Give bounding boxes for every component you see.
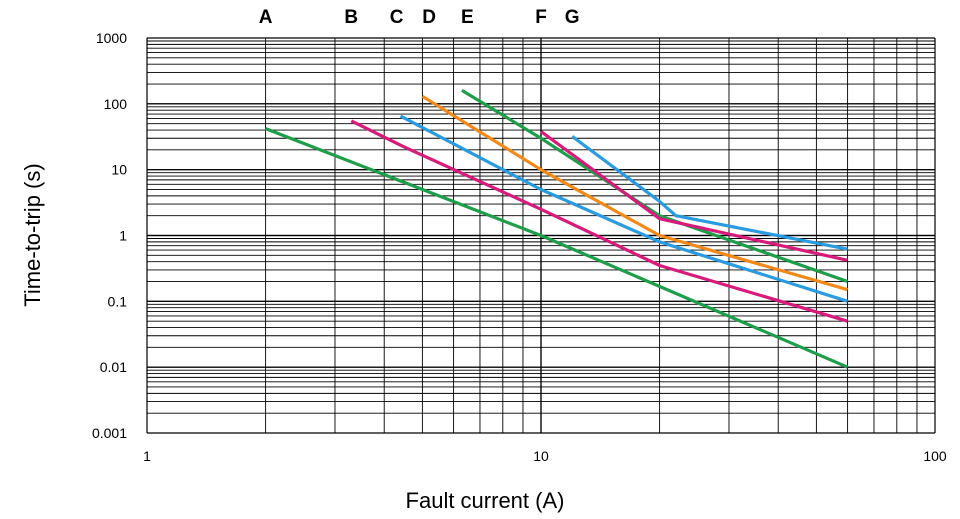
series-group [265,89,849,369]
x-tick-label: 10 [533,448,549,464]
curve-label-d: D [422,7,436,28]
y-tick-label: 10 [111,162,127,178]
series-line-2 [350,119,849,323]
x-tick-label: 1 [143,448,151,464]
series-line-4 [421,94,849,292]
series-line-5 [461,89,849,284]
x-tick-label: 100 [923,448,947,464]
series-line-7 [571,135,848,251]
series-line-1 [265,127,849,369]
y-tick-label: 0.001 [92,425,127,441]
series-line-6 [540,130,848,262]
curve-label-f: F [535,7,547,28]
series-line-3 [399,114,849,303]
y-tick-label: 0.1 [108,293,128,309]
curve-label-c: C [390,7,404,28]
curve-label-a: A [259,7,273,28]
x-tick-labels: 1 10 100 [143,448,947,464]
curve-label-b: B [344,7,358,28]
y-tick-label: 0.01 [100,359,127,375]
x-axis-title: Fault current (A) [406,488,565,513]
y-tick-label: 1 [119,228,127,244]
curve-label-e: E [461,7,474,28]
y-tick-label: 100 [104,96,128,112]
curve-label-g: G [565,7,580,28]
y-tick-labels: 1000 100 10 1 0.1 0.01 0.001 [92,30,127,441]
y-tick-label: 1000 [96,30,127,46]
y-axis-title: Time-to-trip (s) [20,163,45,306]
